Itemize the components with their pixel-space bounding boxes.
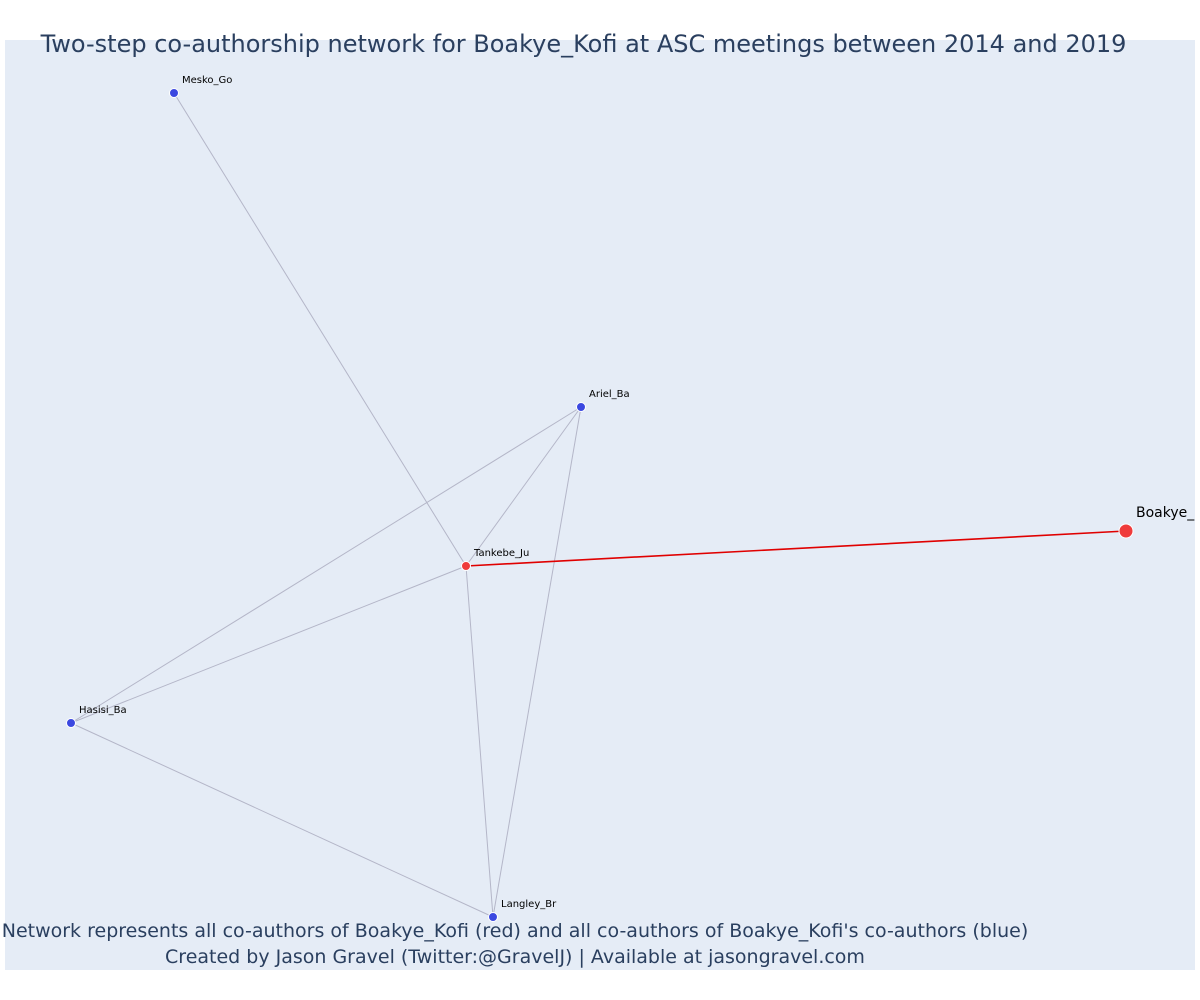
node-tankebe_ju[interactable]	[461, 561, 471, 571]
node-langley_br[interactable]	[488, 912, 498, 922]
node-mesko_go[interactable]	[169, 88, 179, 98]
node-label-ariel_ba: Ariel_Ba	[589, 389, 630, 400]
footnote-line-2: Created by Jason Gravel (Twitter:@Gravel…	[165, 946, 865, 968]
node-hasisi_ba[interactable]	[66, 718, 76, 728]
edge-mesko_go-tankebe_ju	[173, 92, 467, 567]
footnote: Network represents all co-authors of Boa…	[0, 918, 1030, 970]
plot-area	[5, 40, 1195, 970]
node-label-hasisi_ba: Hasisi_Ba	[79, 705, 127, 716]
edge-ariel_ba-langley_br	[492, 406, 582, 918]
edges-layer	[70, 92, 1127, 918]
edge-ariel_ba-hasisi_ba	[70, 406, 582, 724]
chart-title: Two-step co-authorship network for Boaky…	[40, 30, 1127, 58]
edge-tankebe_ju-hasisi_ba	[70, 565, 467, 724]
edge-ariel_ba-tankebe_ju	[465, 406, 582, 567]
node-label-mesko_go: Mesko_Go	[182, 75, 232, 86]
edge-tankebe_ju-langley_br	[465, 565, 494, 918]
edge-hasisi_ba-langley_br	[70, 722, 494, 918]
nodes-layer	[66, 88, 1134, 922]
node-label-boakye_kofi: Boakye_	[1136, 505, 1195, 521]
node-label-tankebe_ju: Tankebe_Ju	[473, 548, 529, 559]
node-ariel_ba[interactable]	[576, 402, 586, 412]
edge-tankebe_ju-boakye_kofi	[465, 530, 1127, 567]
footnote-line-1: Network represents all co-authors of Boa…	[1, 920, 1029, 942]
labels-layer: Mesko_Go Ariel_Ba Tankebe_Ju Boakye_ Hasisi_…	[79, 75, 1195, 910]
node-label-langley_br: Langley_Br	[501, 899, 557, 910]
node-boakye_kofi[interactable]	[1118, 523, 1134, 539]
